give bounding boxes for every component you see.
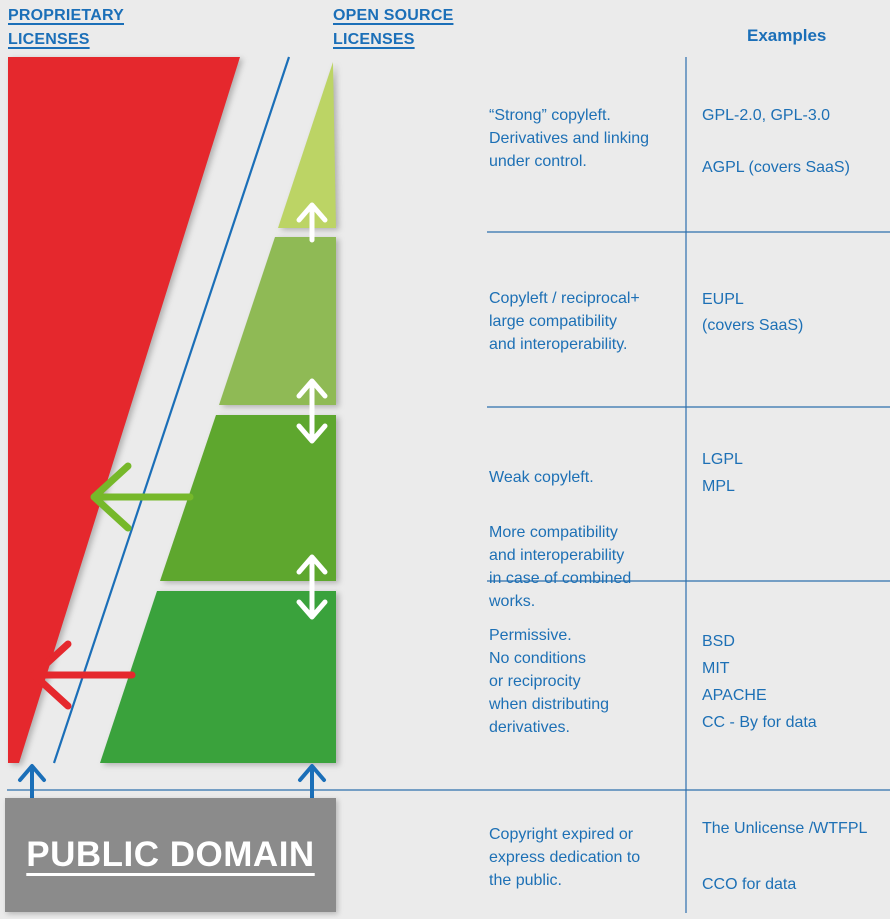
proprietary-region (8, 57, 240, 763)
row-description-strong-copyleft: “Strong” copyleft. Derivatives and linki… (489, 107, 650, 170)
permissive-left-arrow-icon (30, 640, 136, 710)
public-domain-label: PUBLIC DOMAIN (26, 835, 315, 874)
public-domain-bar: PUBLIC DOMAIN (5, 798, 336, 912)
band-strong-copyleft (278, 62, 336, 228)
row-examples-weak-copyleft: LGPL MPL (702, 451, 743, 495)
row-description-copyleft-compatibility: Copyleft / reciprocal+ large compatibili… (489, 290, 640, 353)
band-copyleft-compatibility (219, 237, 336, 405)
weak-copyleft-paragraph-1: Weak copyleft. (489, 469, 594, 486)
up-arrow-icon (296, 202, 328, 243)
open-source-licenses-heading: OPEN SOURCE LICENSES (333, 7, 454, 48)
row-description-weak-copyleft: Weak copyleft. More compatibility and in… (489, 443, 689, 636)
row-description-public-domain: Copyright expired or express dedication … (489, 826, 641, 889)
double-arrow-icon-1 (296, 378, 328, 444)
row-examples-permissive: BSD MIT APACHE CC - By for data (702, 633, 817, 731)
row-examples-strong-copyleft: GPL-2.0, GPL-3.0 AGPL (covers SaaS) (702, 107, 850, 176)
double-arrow-icon-2 (296, 554, 328, 620)
band-permissive (100, 591, 336, 763)
row-description-permissive: Permissive. No conditions or reciprocity… (489, 627, 610, 736)
weak-copyleft-paragraph-2: More compatibility and interoperability … (489, 524, 632, 610)
row-examples-public-domain: The Unlicense /WTFPL CCO for data (702, 820, 868, 893)
row-examples-copyleft-compatibility: EUPL (covers SaaS) (702, 291, 804, 334)
weak-copyleft-left-arrow-icon (90, 462, 194, 532)
boundary-diagonal-line (52, 56, 291, 764)
proprietary-licenses-heading: PROPRIETARY LICENSES (8, 7, 124, 48)
band-weak-copyleft (160, 415, 336, 581)
examples-column-heading: Examples (747, 26, 827, 45)
